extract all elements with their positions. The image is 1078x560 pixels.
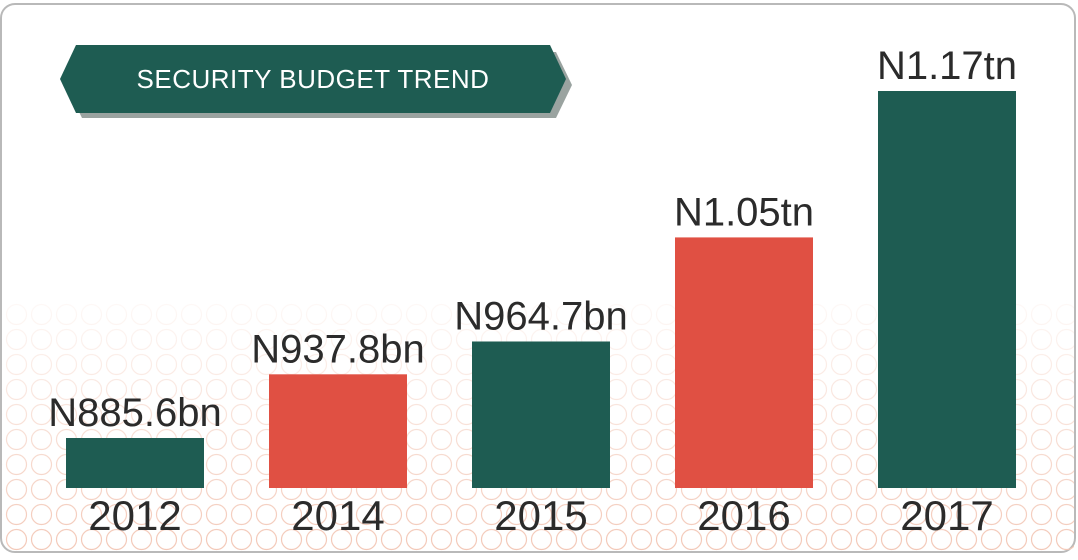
bar — [66, 438, 204, 488]
bar — [878, 91, 1016, 488]
value-label: N964.7bn — [454, 294, 627, 338]
x-tick-label: 2015 — [494, 492, 587, 539]
bar — [472, 341, 610, 488]
bar — [675, 237, 813, 488]
x-tick-label: 2014 — [291, 492, 384, 539]
title-banner — [60, 45, 566, 113]
value-label: N1.17tn — [877, 44, 1017, 88]
value-label: N1.05tn — [674, 190, 814, 234]
value-label: N885.6bn — [48, 391, 221, 435]
x-tick-label: 2017 — [900, 492, 993, 539]
chart-title: SECURITY BUDGET TREND — [137, 64, 490, 94]
x-tick-label: 2016 — [697, 492, 790, 539]
bar — [269, 374, 407, 488]
value-label: N937.8bn — [251, 327, 424, 371]
x-tick-label: 2012 — [88, 492, 181, 539]
